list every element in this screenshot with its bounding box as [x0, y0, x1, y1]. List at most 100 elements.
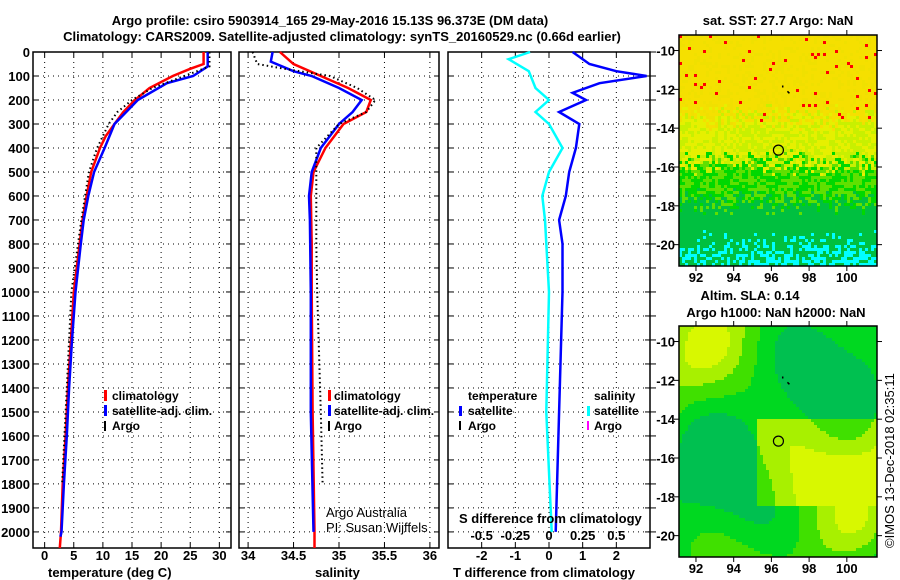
- credit-line-1: Argo Australia: [326, 505, 408, 520]
- x-tick-label: 0: [545, 548, 552, 563]
- y-tick-label: 1100: [2, 309, 30, 324]
- y-tick-label: 1400: [1, 381, 30, 396]
- t-difference-axis-label: T difference from climatology: [453, 565, 636, 580]
- y-tick-label: 800: [8, 237, 30, 252]
- lat-tick-label: -14: [656, 412, 676, 427]
- y-tick-label: 1600: [1, 429, 30, 444]
- sst-map-axes: 92 94 96 98 100 -10 -12 -14 -16 -18 -20: [656, 44, 857, 285]
- x2-tick-label: -0.5: [470, 528, 492, 543]
- x2-tick-label: 0: [545, 528, 552, 543]
- x-tick-label: -2: [476, 548, 488, 563]
- legend-satellite: satellite-adj. clim.: [334, 404, 434, 418]
- series-satellite-adj-clim-: [59, 52, 209, 537]
- sst-map-image: [679, 35, 877, 266]
- x-tick-label: 35: [332, 548, 346, 563]
- x-tick-label: -1: [510, 548, 522, 563]
- y-tick-label: 700: [8, 213, 30, 228]
- legend-swatch-argo: [104, 421, 106, 431]
- legend-swatch-t-argo: [459, 421, 461, 430]
- sla-map-axes: 92 94 96 98 100 -10 -12 -14 -16 -18 -20: [656, 335, 857, 576]
- x-tick-label: 25: [183, 548, 197, 563]
- salinity-panel: 34 34.5 35 35.5 36: [238, 51, 440, 563]
- series-argo: [61, 52, 211, 484]
- temperature-panel: 0100200300400500600700800900100011001200…: [1, 45, 232, 563]
- x-tick-label: 15: [125, 548, 139, 563]
- lat-tick-label: -10: [656, 44, 675, 59]
- y-tick-label: 900: [8, 261, 30, 276]
- legend-salinity-title: salinity: [594, 389, 636, 403]
- title-line-1: Argo profile: csiro 5903914_165 29-May-2…: [112, 13, 548, 28]
- x-tick-label: 36: [423, 548, 437, 563]
- y-tick-label: 0: [23, 45, 30, 60]
- legend-swatch-climatology: [328, 390, 331, 401]
- y-tick-label: 2000: [1, 525, 30, 540]
- legend-climatology: climatology: [334, 389, 401, 403]
- y-tick-label: 1900: [1, 501, 30, 516]
- legend-argo: Argo: [334, 419, 362, 433]
- lat-tick-label: -12: [656, 82, 675, 97]
- legend-climatology: climatology: [112, 389, 179, 403]
- lat-tick-label: -16: [656, 451, 675, 466]
- series-climatology: [58, 52, 205, 549]
- y-tick-label: 300: [8, 117, 30, 132]
- lat-tick-label: -14: [656, 121, 676, 136]
- legend-temperature-title: temperature: [468, 389, 538, 403]
- difference-legend: temperature satellite Argo salinity sate…: [459, 389, 639, 433]
- plot-frame: [238, 51, 440, 549]
- x2-tick-label: -0.25: [501, 528, 531, 543]
- salinity-axis-label: salinity: [315, 565, 361, 580]
- y-tick-label: 1300: [1, 357, 30, 372]
- salinity-legend: climatology satellite-adj. clim. Argo: [328, 389, 434, 433]
- legend-t-satellite: satellite: [468, 404, 513, 418]
- lon-tick-label: 100: [836, 561, 858, 576]
- x-tick-label: 34.5: [281, 548, 306, 563]
- y-tick-label: 1000: [1, 285, 30, 300]
- lon-tick-label: 100: [836, 270, 858, 285]
- legend-swatch-climatology: [104, 390, 107, 401]
- x-tick-label: 0: [41, 548, 48, 563]
- legend-s-argo: Argo: [594, 419, 622, 433]
- legend-swatch-s-satellite: [587, 406, 590, 416]
- legend-swatch-s-argo: [587, 421, 589, 430]
- lat-tick-label: -20: [656, 529, 675, 544]
- lon-tick-label: 96: [764, 561, 778, 576]
- sla-map-image: [679, 326, 877, 557]
- x2-tick-label: 0.25: [570, 528, 595, 543]
- plot-frame: [32, 51, 232, 549]
- lon-tick-label: 98: [802, 561, 816, 576]
- lat-tick-label: -10: [656, 335, 675, 350]
- series-climatology: [279, 51, 373, 548]
- sla-map-title-1: Altim. SLA: 0.14: [701, 288, 801, 303]
- lat-tick-label: -20: [656, 238, 675, 253]
- x-tick-label: 34: [241, 548, 256, 563]
- y-tick-label: 200: [8, 93, 30, 108]
- temperature-legend: climatology satellite-adj. clim. Argo: [104, 389, 212, 433]
- legend-argo: Argo: [112, 419, 140, 433]
- sla-map-title-2: Argo h1000: NaN h2000: NaN: [686, 305, 865, 320]
- lon-tick-label: 98: [802, 270, 816, 285]
- temperature-axis-label: temperature (deg C): [48, 565, 172, 580]
- credit-line-2: PI: Susan Wijffels: [326, 520, 428, 535]
- legend-satellite: satellite-adj. clim.: [112, 404, 212, 418]
- y-tick-label: 600: [8, 189, 30, 204]
- y-tick-label: 400: [8, 141, 30, 156]
- lat-tick-label: -12: [656, 373, 675, 388]
- plot-frame: [447, 51, 651, 549]
- x-tick-label: 2: [613, 548, 620, 563]
- series-satellite-adj-clim-: [269, 51, 364, 532]
- x-tick-label: 30: [212, 548, 226, 563]
- lon-tick-label: 94: [726, 561, 741, 576]
- legend-s-satellite: satellite: [594, 404, 639, 418]
- series-salinity-satellite: [505, 50, 564, 532]
- x-tick-label: 10: [96, 548, 110, 563]
- x-tick-label: 20: [154, 548, 168, 563]
- y-tick-label: 500: [8, 165, 30, 180]
- lat-tick-label: -18: [656, 490, 675, 505]
- difference-panel: -2 -1 0 1 2 -0.5 -0.25 0 0.25 0.5: [447, 50, 656, 563]
- title-line-2: Climatology: CARS2009. Satellite-adjuste…: [63, 29, 621, 44]
- legend-swatch-argo: [328, 421, 330, 431]
- legend-swatch-satellite: [328, 405, 331, 416]
- x2-tick-label: 0.5: [607, 528, 625, 543]
- lon-tick-label: 96: [764, 270, 778, 285]
